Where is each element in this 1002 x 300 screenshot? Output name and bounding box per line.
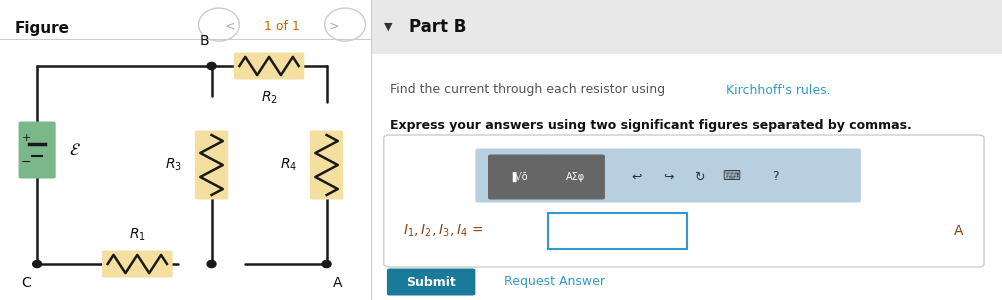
Text: A: A — [333, 276, 342, 290]
Text: $R_1$: $R_1$ — [128, 226, 145, 243]
FancyBboxPatch shape — [384, 135, 983, 267]
Text: ↪: ↪ — [662, 170, 672, 184]
Text: Kirchhoff's rules.: Kirchhoff's rules. — [725, 83, 830, 97]
Text: ?: ? — [772, 170, 779, 184]
FancyBboxPatch shape — [547, 213, 686, 249]
FancyBboxPatch shape — [544, 154, 604, 200]
FancyBboxPatch shape — [387, 268, 475, 296]
Text: Find the current through each resistor using: Find the current through each resistor u… — [390, 83, 668, 97]
Text: ↩: ↩ — [630, 170, 641, 184]
Text: Figure: Figure — [15, 21, 70, 36]
Text: C: C — [21, 276, 31, 290]
Text: ↻: ↻ — [693, 170, 704, 184]
Text: B: B — [199, 34, 208, 48]
FancyBboxPatch shape — [475, 148, 860, 202]
FancyBboxPatch shape — [194, 130, 228, 200]
Text: $\mathcal{E}$: $\mathcal{E}$ — [68, 141, 80, 159]
Circle shape — [322, 260, 331, 268]
Text: $I_1, I_2, I_3, I_4$ =: $I_1, I_2, I_3, I_4$ = — [402, 223, 483, 239]
Text: $R_4$: $R_4$ — [280, 157, 297, 173]
Text: ⌨: ⌨ — [721, 170, 739, 184]
Circle shape — [206, 260, 215, 268]
FancyBboxPatch shape — [233, 52, 304, 80]
Text: $R_3$: $R_3$ — [164, 157, 181, 173]
FancyBboxPatch shape — [488, 154, 547, 200]
Text: Part B: Part B — [409, 18, 466, 36]
Text: ▐√ō: ▐√ō — [507, 172, 527, 182]
Circle shape — [206, 62, 215, 70]
Text: −: − — [21, 155, 31, 169]
Bar — [371, 0, 1002, 54]
Text: Request Answer: Request Answer — [503, 275, 604, 289]
Text: <: < — [224, 20, 235, 32]
Text: Submit: Submit — [406, 275, 456, 289]
Text: >: > — [329, 20, 339, 32]
FancyBboxPatch shape — [310, 130, 343, 200]
Text: 1 of 1: 1 of 1 — [264, 20, 300, 32]
Text: +: + — [21, 133, 31, 143]
Text: $R_2$: $R_2$ — [261, 90, 278, 106]
FancyBboxPatch shape — [102, 250, 172, 278]
Text: Express your answers using two significant figures separated by commas.: Express your answers using two significa… — [390, 119, 911, 133]
FancyBboxPatch shape — [19, 122, 56, 178]
Text: ΑΣφ: ΑΣφ — [565, 172, 584, 182]
Text: A: A — [953, 224, 963, 238]
Circle shape — [33, 260, 41, 268]
Text: ▼: ▼ — [384, 22, 392, 32]
